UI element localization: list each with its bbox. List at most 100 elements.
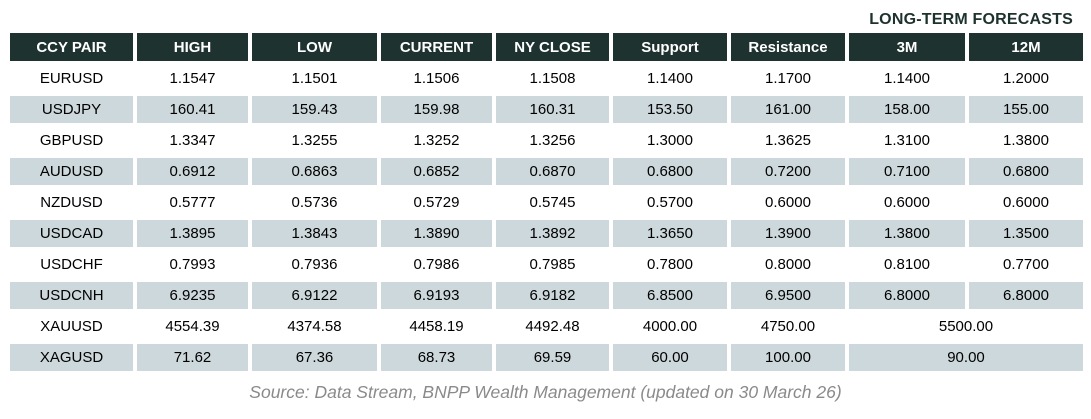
value-cell: 0.6000	[731, 189, 845, 216]
ccy-pair-cell: NZDUSD	[10, 189, 133, 216]
value-cell: 1.1506	[381, 65, 492, 92]
value-cell: 100.00	[731, 344, 845, 371]
fx-forecast-table: CCY PAIR HIGH LOW CURRENT NY CLOSE Support Res…	[6, 29, 1087, 375]
value-cell: 1.1508	[496, 65, 609, 92]
column-header-current: CURRENT	[381, 33, 492, 61]
value-cell: 0.7993	[137, 251, 248, 278]
value-cell: 1.3000	[613, 127, 727, 154]
value-cell: 6.8000	[849, 282, 965, 309]
value-cell: 0.5777	[137, 189, 248, 216]
table-row-xagusd: XAGUSD 71.62 67.36 68.73 69.59 60.00 100.00 90.…	[10, 344, 1083, 371]
table-row-usdjpy: USDJPY 160.41 159.43 159.98 160.31 153.50 161.…	[10, 96, 1083, 123]
value-cell: 0.6000	[969, 189, 1083, 216]
value-cell: 1.3255	[252, 127, 377, 154]
value-cell: 1.2000	[969, 65, 1083, 92]
value-cell: 158.00	[849, 96, 965, 123]
value-cell: 159.98	[381, 96, 492, 123]
value-cell: 1.3650	[613, 220, 727, 247]
value-cell: 0.7800	[613, 251, 727, 278]
value-cell: 0.6863	[252, 158, 377, 185]
value-cell: 4458.19	[381, 313, 492, 340]
value-cell: 4750.00	[731, 313, 845, 340]
value-cell: 1.3892	[496, 220, 609, 247]
column-header-ny-close: NY CLOSE	[496, 33, 609, 61]
value-cell: 161.00	[731, 96, 845, 123]
value-cell: 1.3890	[381, 220, 492, 247]
value-cell: 1.3500	[969, 220, 1083, 247]
table-row-audusd: AUDUSD 0.6912 0.6863 0.6852 0.6870 0.6800 0.72…	[10, 158, 1083, 185]
value-cell: 68.73	[381, 344, 492, 371]
table-row-usdcnh: USDCNH 6.9235 6.9122 6.9193 6.9182 6.8500 6.95…	[10, 282, 1083, 309]
value-cell: 0.6870	[496, 158, 609, 185]
value-cell: 1.1501	[252, 65, 377, 92]
table-header-bar: LONG-TERM FORECASTS	[0, 0, 1091, 29]
ccy-pair-cell: AUDUSD	[10, 158, 133, 185]
value-cell: 0.7100	[849, 158, 965, 185]
value-cell: 69.59	[496, 344, 609, 371]
value-cell: 0.6000	[849, 189, 965, 216]
value-cell: 4492.48	[496, 313, 609, 340]
value-cell: 0.6800	[613, 158, 727, 185]
value-cell: 1.3895	[137, 220, 248, 247]
ccy-pair-cell: USDCAD	[10, 220, 133, 247]
value-cell: 1.3900	[731, 220, 845, 247]
value-cell: 1.1547	[137, 65, 248, 92]
value-cell: 90.00	[849, 344, 1083, 371]
value-cell: 60.00	[613, 344, 727, 371]
value-cell: 6.9182	[496, 282, 609, 309]
value-cell: 6.9193	[381, 282, 492, 309]
ccy-pair-cell: EURUSD	[10, 65, 133, 92]
value-cell: 0.5736	[252, 189, 377, 216]
value-cell: 0.7985	[496, 251, 609, 278]
value-cell: 1.1400	[849, 65, 965, 92]
value-cell: 0.7700	[969, 251, 1083, 278]
value-cell: 6.8500	[613, 282, 727, 309]
value-cell: 0.7200	[731, 158, 845, 185]
value-cell: 0.6912	[137, 158, 248, 185]
ccy-pair-cell: USDCNH	[10, 282, 133, 309]
long-term-forecasts-title: LONG-TERM FORECASTS	[869, 11, 1073, 29]
value-cell: 1.3843	[252, 220, 377, 247]
value-cell: 1.3252	[381, 127, 492, 154]
column-header-3m: 3M	[849, 33, 965, 61]
value-cell: 71.62	[137, 344, 248, 371]
value-cell: 0.7936	[252, 251, 377, 278]
value-cell: 160.31	[496, 96, 609, 123]
value-cell: 6.8000	[969, 282, 1083, 309]
value-cell: 1.1400	[613, 65, 727, 92]
value-cell: 5500.00	[849, 313, 1083, 340]
ccy-pair-cell: USDJPY	[10, 96, 133, 123]
value-cell: 4554.39	[137, 313, 248, 340]
value-cell: 6.9500	[731, 282, 845, 309]
table-row-usdchf: USDCHF 0.7993 0.7936 0.7986 0.7985 0.7800 0.80…	[10, 251, 1083, 278]
table-row-usdcad: USDCAD 1.3895 1.3843 1.3890 1.3892 1.3650 1.39…	[10, 220, 1083, 247]
value-cell: 0.8100	[849, 251, 965, 278]
ccy-pair-cell: XAUUSD	[10, 313, 133, 340]
value-cell: 1.3347	[137, 127, 248, 154]
source-note: Source: Data Stream, BNPP Wealth Managem…	[249, 382, 842, 402]
table-header-row: CCY PAIR HIGH LOW CURRENT NY CLOSE Support Res…	[10, 33, 1083, 61]
value-cell: 0.5729	[381, 189, 492, 216]
column-header-ccy-pair: CCY PAIR	[10, 33, 133, 61]
value-cell: 1.3625	[731, 127, 845, 154]
column-header-support: Support	[613, 33, 727, 61]
table-row-xauusd: XAUUSD 4554.39 4374.58 4458.19 4492.48 4000.0…	[10, 313, 1083, 340]
value-cell: 1.3800	[849, 220, 965, 247]
value-cell: 0.8000	[731, 251, 845, 278]
value-cell: 4000.00	[613, 313, 727, 340]
value-cell: 0.5700	[613, 189, 727, 216]
value-cell: 159.43	[252, 96, 377, 123]
value-cell: 1.3800	[969, 127, 1083, 154]
value-cell: 6.9235	[137, 282, 248, 309]
value-cell: 0.5745	[496, 189, 609, 216]
value-cell: 0.6852	[381, 158, 492, 185]
value-cell: 67.36	[252, 344, 377, 371]
ccy-pair-cell: GBPUSD	[10, 127, 133, 154]
value-cell: 6.9122	[252, 282, 377, 309]
value-cell: 160.41	[137, 96, 248, 123]
value-cell: 1.3256	[496, 127, 609, 154]
ccy-pair-cell: XAGUSD	[10, 344, 133, 371]
value-cell: 155.00	[969, 96, 1083, 123]
value-cell: 0.7986	[381, 251, 492, 278]
